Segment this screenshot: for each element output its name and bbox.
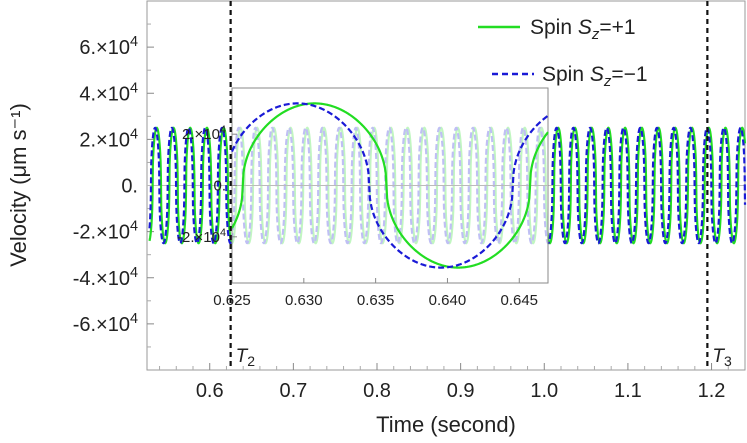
inset-x-tick-label: 0.640 bbox=[429, 292, 467, 309]
inset-plot: 0.625 0.630 0.635 0.640 0.645 2.×104 0. -2.×104 bbox=[177, 87, 549, 309]
y-tick-label: -4.×104 bbox=[73, 265, 138, 290]
time-marker-label: T2 bbox=[236, 346, 256, 369]
x-tick-label: 0.6 bbox=[196, 380, 224, 402]
y-axis-title: Velocity (μm s⁻¹) bbox=[6, 103, 31, 267]
legend-label-minus: Spin Sz=−1 bbox=[542, 63, 648, 90]
y-tick-label: 4.×104 bbox=[79, 80, 138, 105]
inset-series-line-spin-plus bbox=[231, 102, 549, 269]
time-marker-label: T3 bbox=[712, 346, 732, 369]
x-tick-label: 1.0 bbox=[530, 380, 558, 402]
inset-x-tick-label: 0.630 bbox=[285, 292, 323, 309]
legend-label-plus: Spin Sz=+1 bbox=[530, 16, 636, 43]
y-tick-label: 0. bbox=[121, 176, 138, 198]
inset-x-tick-label: 0.635 bbox=[357, 292, 395, 309]
y-tick-label: -2.×104 bbox=[73, 219, 138, 244]
x-tick-label: 0.9 bbox=[447, 380, 475, 402]
inset-y-tick-label: 0. bbox=[213, 178, 226, 195]
y-tick-label: -6.×104 bbox=[73, 311, 138, 336]
tick-layer: 0.6 0.7 0.8 0.9 1.0 1.1 1.26.×1044.×1042.×1040… bbox=[73, 23, 745, 402]
x-axis-title: Time (second) bbox=[376, 412, 516, 437]
y-tick-label: 2.×104 bbox=[79, 126, 138, 151]
y-tick-label: 6.×104 bbox=[79, 34, 138, 59]
x-tick-label: 0.7 bbox=[279, 380, 307, 402]
inset-series-line-spin-minus bbox=[230, 102, 549, 269]
x-tick-label: 1.2 bbox=[698, 380, 726, 402]
x-tick-label: 1.1 bbox=[614, 380, 642, 402]
inset-x-tick-label: 0.625 bbox=[213, 292, 251, 309]
inset-y-tick-label: -2.×104 bbox=[177, 227, 226, 246]
x-tick-label: 0.8 bbox=[363, 380, 391, 402]
inset-x-tick-label: 0.645 bbox=[500, 292, 538, 309]
legend: Spin Sz=+1 Spin Sz=−1 bbox=[478, 16, 648, 90]
inset-y-tick-label: 2.×104 bbox=[182, 124, 226, 143]
